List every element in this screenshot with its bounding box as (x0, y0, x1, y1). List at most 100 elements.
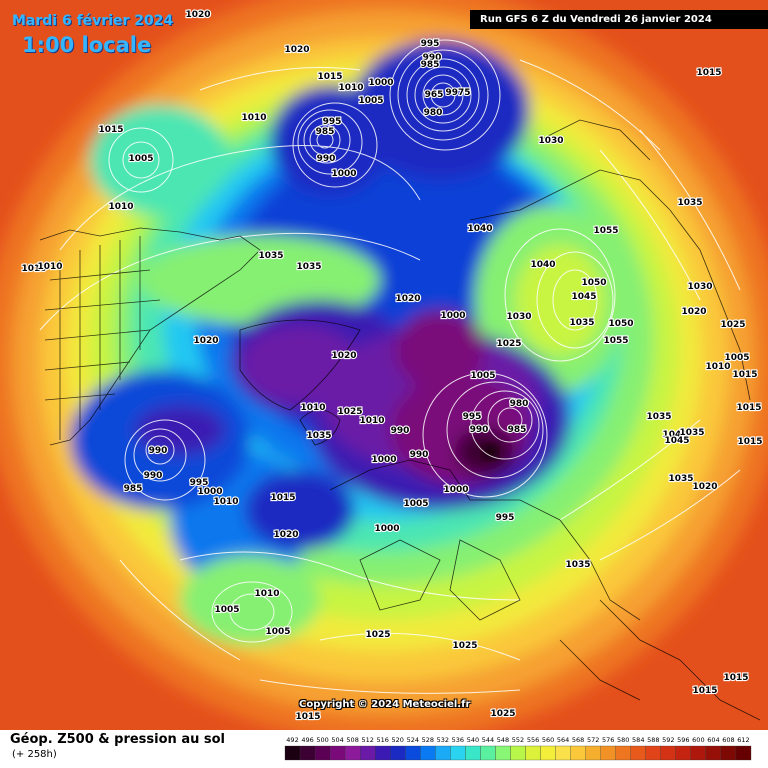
pressure-label: 990 (317, 154, 336, 164)
legend-swatch (420, 745, 436, 761)
legend-tick-label: 572 (587, 736, 599, 744)
legend-swatch (284, 745, 301, 761)
legend-swatch (555, 745, 571, 761)
pressure-label: 1010 (338, 83, 363, 93)
pressure-label: 1040 (467, 224, 492, 234)
legend-tick-label: 608 (722, 736, 734, 744)
legend-swatch (344, 745, 361, 761)
pressure-label: 990 (391, 426, 410, 436)
pressure-label: 9975 (445, 88, 470, 98)
legend-swatch (465, 745, 481, 761)
legend-swatch (314, 745, 331, 761)
color-scale-legend: 492 496 500 504 508 512 516 520 524 528 532 536 540 5… (284, 736, 752, 761)
legend-swatch (480, 745, 496, 761)
legend-tick-label: 556 (527, 736, 539, 744)
pressure-label: 1040 (662, 430, 687, 440)
pressure-label: 1025 (365, 630, 390, 640)
pressure-label: 1020 (284, 45, 309, 55)
pressure-label: 1010 (37, 262, 62, 272)
legend-tick-label: 500 (316, 736, 328, 744)
pressure-label: 1020 (185, 10, 210, 20)
isobars (39, 39, 741, 694)
pressure-label: 1035 (565, 560, 590, 570)
pressure-label: 990 (423, 53, 442, 63)
legend-tick-label: 612 (737, 736, 749, 744)
lead-time-label: (+ 258h) (12, 749, 57, 760)
pressure-label: 1040 (530, 260, 555, 270)
pressure-label: 1010 (241, 113, 266, 123)
valid-date-title: Mardi 6 février 2024 (12, 13, 174, 29)
coastlines (39, 119, 761, 721)
pressure-label: 990 (149, 446, 168, 456)
pressure-label: 1000 (443, 485, 468, 495)
legend-tick-label: 568 (572, 736, 584, 744)
pressure-label: 995 (496, 513, 515, 523)
pressure-label: 1030 (506, 312, 531, 322)
pressure-label: 985 (421, 60, 440, 70)
legend-swatch (329, 745, 346, 761)
pressure-label: 1015 (732, 370, 757, 380)
legend-tick-label: 592 (662, 736, 674, 744)
valid-time-title: 1:00 locale (22, 33, 152, 57)
pressure-label: 985 (124, 484, 143, 494)
legend-swatch (675, 745, 692, 761)
pressure-label: 1000 (197, 487, 222, 497)
pressure-label: 1020 (681, 307, 706, 317)
pressure-label: 1035 (306, 431, 331, 441)
legend-tick-label: 560 (542, 736, 554, 744)
legend-swatch (495, 745, 511, 761)
pressure-label: 1000 (368, 78, 393, 88)
pressure-label: 1015 (723, 673, 748, 683)
pressure-label: 1015 (98, 125, 123, 135)
legend-swatch (645, 745, 661, 761)
pressure-label: 990 (410, 450, 429, 460)
legend-swatch (720, 745, 737, 761)
pressure-label: 1035 (258, 251, 283, 261)
legend-tick-label: 512 (361, 736, 373, 744)
pressure-label: 995 (463, 412, 482, 422)
pressure-label: 985 (508, 425, 527, 435)
legend-swatch (660, 745, 676, 761)
pressure-label: 1020 (395, 294, 420, 304)
legend-swatch (360, 745, 376, 761)
pressure-label: 1010 (300, 403, 325, 413)
legend-swatch (390, 745, 406, 761)
legend-swatch (450, 745, 466, 761)
pressure-label: 1035 (296, 262, 321, 272)
pressure-label: 1005 (724, 353, 749, 363)
legend-tick-label: 528 (422, 736, 434, 744)
pressure-label: 1015 (317, 72, 342, 82)
legend-tick-label: 504 (331, 736, 343, 744)
legend-swatches (284, 745, 752, 761)
legend-tick-label: 516 (376, 736, 388, 744)
legend-tick-label: 492 (286, 736, 298, 744)
legend-tick-label: 596 (677, 736, 689, 744)
legend-swatch (299, 745, 316, 761)
pressure-label: 1010 (254, 589, 279, 599)
pressure-label: 1050 (608, 319, 633, 329)
pressure-label: 1005 (358, 96, 383, 106)
legend-tick-label: 600 (692, 736, 704, 744)
pressure-label: 1000 (440, 311, 465, 321)
pressure-label: 1025 (337, 407, 362, 417)
legend-tick-label: 564 (557, 736, 569, 744)
pressure-label: 1025 (720, 320, 745, 330)
legend-swatch (375, 745, 391, 761)
legend-swatch (510, 745, 526, 761)
legend-swatch (735, 745, 752, 761)
pressure-label: 1020 (331, 351, 356, 361)
pressure-label: 1035 (668, 474, 693, 484)
pressure-label: 1035 (679, 428, 704, 438)
legend-tick-label: 540 (467, 736, 479, 744)
pressure-label: 990 (470, 425, 489, 435)
pressure-label: 1015 (692, 686, 717, 696)
legend-swatch (525, 745, 541, 761)
pressure-label: 1020 (273, 530, 298, 540)
pressure-label: 1035 (646, 412, 671, 422)
pressure-label: 1055 (603, 336, 628, 346)
pressure-label: 1025 (490, 709, 515, 719)
pressure-label: 1010 (705, 362, 730, 372)
